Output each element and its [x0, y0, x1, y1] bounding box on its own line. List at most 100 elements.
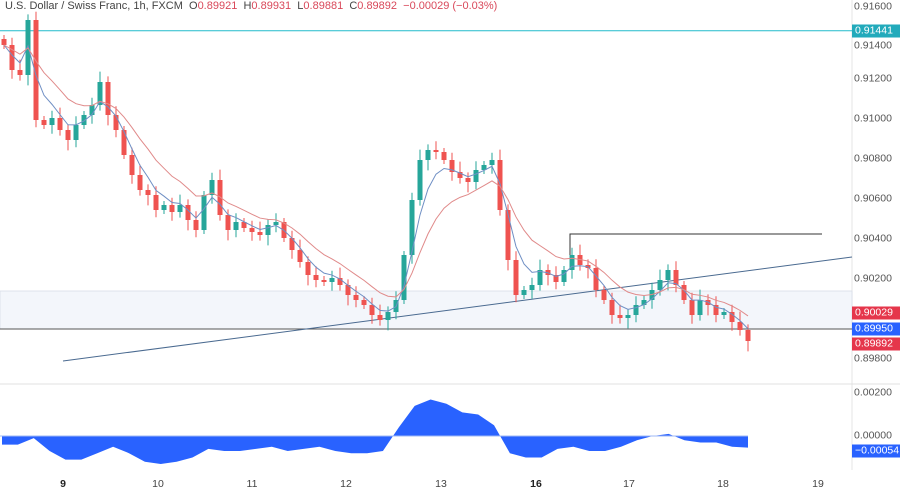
time-axis-label: 11	[246, 478, 258, 490]
candle-body	[41, 120, 47, 125]
candle-body	[121, 130, 127, 155]
candle-body	[241, 222, 247, 228]
price-tag: 0.89950	[852, 322, 900, 336]
candle-body	[465, 178, 471, 182]
candle-body	[273, 222, 279, 225]
ma-slow-line	[3, 44, 749, 317]
candle-body	[65, 130, 71, 140]
candle-body	[529, 285, 535, 290]
price-tick-label: 0.90200	[854, 272, 892, 285]
oscillator-area	[2, 399, 748, 464]
ma-fast-line	[3, 44, 749, 330]
low-label: L	[297, 0, 304, 12]
candle-body	[745, 330, 751, 341]
price-tick-label: 0.91000	[854, 112, 892, 125]
candle-body	[673, 270, 679, 285]
price-tick-label: 0.91600	[854, 0, 892, 13]
candle-body	[345, 285, 351, 295]
price-tick-label: 0.91400	[854, 39, 892, 52]
candle-body	[409, 200, 415, 255]
candle-body	[633, 305, 639, 315]
price-tick-label: 0.89800	[854, 352, 892, 365]
candle-body	[369, 305, 375, 315]
price-tag: 0.89892	[852, 337, 900, 351]
candle-body	[57, 118, 63, 130]
oscillator-tick-label: 0.00000	[854, 429, 892, 442]
candle-body	[233, 222, 239, 230]
candle-body	[425, 150, 431, 160]
candle-body	[137, 175, 143, 190]
candle-body	[153, 195, 159, 210]
candle-body	[457, 172, 463, 178]
time-axis-label: 10	[152, 478, 164, 490]
candle-body	[593, 268, 599, 290]
oscillator-tag: −0.00054	[852, 444, 900, 458]
candle-body	[329, 278, 335, 282]
candle-body	[513, 260, 519, 295]
candle-body	[201, 195, 207, 230]
candle-body	[169, 205, 175, 212]
candle-body	[321, 280, 327, 282]
low-value: 0.89881	[303, 0, 344, 12]
price-tag: 0.90029	[852, 306, 900, 320]
candle-body	[81, 115, 87, 125]
candle-body	[297, 250, 303, 262]
candle-body	[377, 315, 383, 320]
candle-body	[305, 262, 311, 275]
candle-body	[161, 205, 167, 210]
candle-body	[249, 228, 255, 232]
price-tag: 0.91441	[852, 24, 900, 38]
candle-body	[129, 155, 135, 175]
candle-body	[553, 275, 559, 282]
time-axis-label: 18	[717, 478, 729, 490]
time-axis-label: 13	[435, 478, 447, 490]
candle-body	[433, 150, 439, 152]
candle-body	[721, 312, 727, 315]
open-label: O	[189, 0, 198, 12]
candle-body	[625, 315, 631, 318]
candle-body	[561, 270, 567, 282]
candle-body	[89, 105, 95, 115]
close-label: C	[349, 0, 358, 12]
candle-body	[481, 165, 487, 170]
time-axis-label: 9	[60, 478, 66, 490]
candle-body	[681, 285, 687, 300]
candle-body	[649, 290, 655, 300]
candle-body	[449, 160, 455, 172]
trendline	[62, 256, 853, 362]
chart-header: U.S. Dollar / Swiss Franc, 1h, FXCM O0.8…	[5, 0, 498, 12]
candle-body	[689, 300, 695, 315]
price-tick-label: 0.90600	[854, 192, 892, 205]
price-tick-label: 0.90400	[854, 232, 892, 245]
time-axis-label: 19	[812, 478, 824, 490]
price-tick-label: 0.90800	[854, 152, 892, 165]
candle-body	[537, 270, 543, 285]
candle-body	[713, 305, 719, 315]
time-axis-label: 12	[340, 478, 352, 490]
time-axis-label: 16	[530, 478, 542, 490]
change-value: −0.00029 (−0.03%)	[403, 0, 498, 12]
candle-body	[505, 210, 511, 260]
candle-body	[401, 255, 407, 300]
candle-body	[473, 170, 479, 182]
candle-body	[489, 160, 495, 165]
candle-body	[665, 270, 671, 280]
candle-body	[617, 315, 623, 318]
candle-body	[193, 220, 199, 230]
candle-body	[105, 82, 111, 115]
open-value: 0.89921	[197, 0, 238, 12]
candle-body	[697, 300, 703, 315]
candle-body	[361, 300, 367, 305]
candle-body	[145, 190, 151, 195]
candle-body	[385, 312, 391, 320]
candle-body	[289, 238, 295, 250]
candle-body	[33, 20, 39, 120]
candle-body	[337, 278, 343, 285]
candle-body	[353, 295, 359, 300]
candle-body	[265, 225, 271, 235]
candle-body	[177, 205, 183, 212]
swing-high-line	[569, 233, 822, 262]
candle-body	[441, 152, 447, 160]
candle-body	[49, 118, 55, 125]
